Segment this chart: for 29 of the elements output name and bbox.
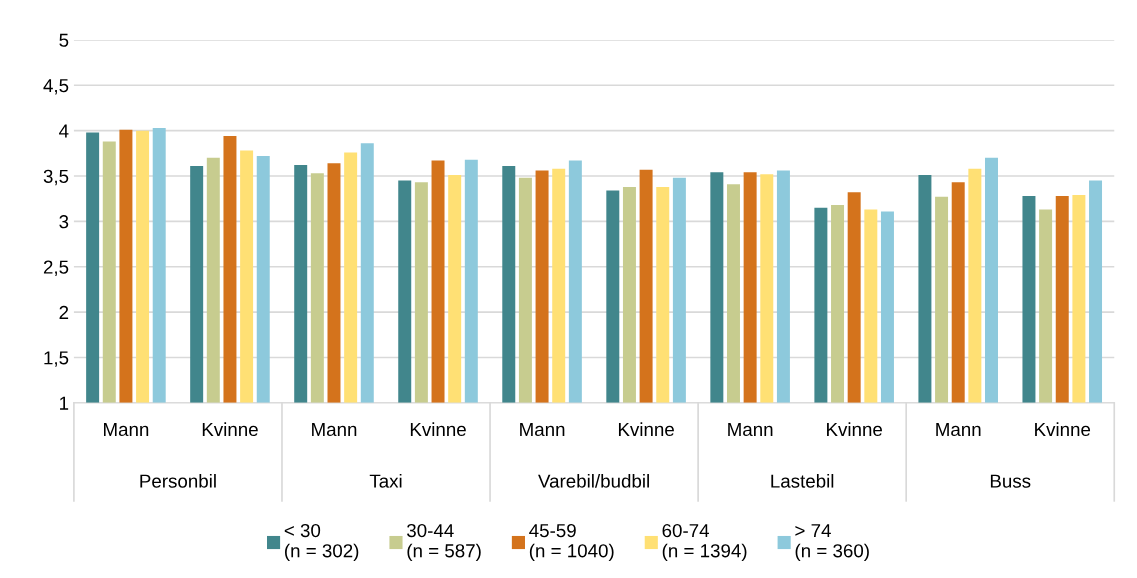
y-tick-label: 1,5	[44, 351, 69, 367]
y-tick-label: 4,5	[43, 79, 69, 95]
text: Varebil/budbil	[538, 473, 649, 488]
legend-label: 30-44 (n = 587)	[407, 523, 481, 562]
y-tick-label: 5	[59, 33, 69, 47]
text: Lastebil	[771, 473, 834, 488]
x-tick-label: Mann	[312, 423, 357, 437]
legend-label: 60-74 (n = 1394)	[662, 523, 747, 562]
legend-label: > 74 (n = 360)	[795, 524, 869, 562]
x-tick-label: Kvinne	[1035, 422, 1091, 437]
y-tick-label: 1	[60, 396, 69, 410]
text: Buss	[990, 474, 1031, 488]
x-tick-label: Mann	[104, 423, 149, 437]
x-tick-label: Mann	[520, 423, 565, 437]
x-tick-label: Mann	[936, 423, 981, 437]
legend-label: < 30 (n = 302)	[284, 523, 359, 562]
x-tick-label: Kvinne	[202, 422, 258, 437]
text: Personbil	[140, 473, 216, 488]
x-tick-label: Kvinne	[827, 422, 882, 437]
y-tick-label: 2,5	[43, 260, 69, 276]
y-tick-label: 2	[59, 305, 69, 319]
legend-label: 45-59 (n = 1040)	[529, 523, 614, 562]
text: Taxi	[369, 473, 402, 488]
y-tick-label: 4	[59, 124, 69, 138]
x-tick-label: Kvinne	[618, 422, 674, 437]
y-tick-label: 3	[59, 215, 69, 229]
x-tick-label: Mann	[728, 423, 773, 437]
y-tick-label: 3,5	[43, 169, 69, 186]
x-tick-label: Kvinne	[410, 422, 466, 437]
